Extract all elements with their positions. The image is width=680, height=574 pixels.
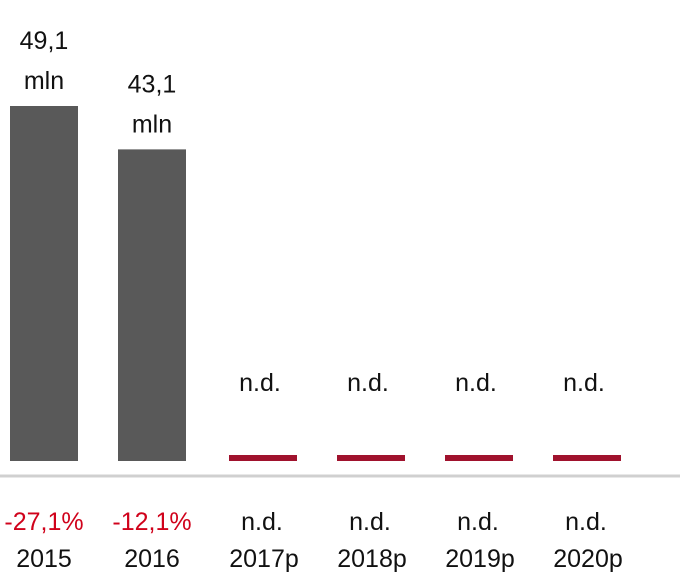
category-label-2015: 2015 [16, 545, 72, 573]
bar-2015 [10, 106, 78, 461]
change-label-2016: -12,1% [112, 508, 191, 536]
bar-group [10, 106, 621, 461]
bar-2016 [118, 149, 186, 461]
category-label-2020p: 2020p [553, 545, 623, 573]
change-label-group: -27,1% -12,1% n.d. n.d. n.d. n.d. [4, 508, 606, 536]
value-label-2019p: n.d. [455, 369, 497, 397]
value-label-group: 49,1 mln 43,1 mln n.d. n.d. n.d. n.d. [20, 27, 605, 397]
value-label-2016-unit: mln [132, 110, 172, 138]
value-label-2020p: n.d. [563, 369, 605, 397]
category-label-2017p: 2017p [229, 545, 299, 573]
change-label-2019p: n.d. [457, 508, 499, 536]
value-label-2015-unit: mln [24, 67, 64, 95]
change-label-2017p: n.d. [241, 508, 283, 536]
missing-marker-2018p [337, 455, 405, 461]
category-label-group: 2015 2016 2017p 2018p 2019p 2020p [16, 545, 623, 573]
missing-marker-2017p [229, 455, 297, 461]
missing-marker-2019p [445, 455, 513, 461]
value-label-2018p: n.d. [347, 369, 389, 397]
change-label-2020p: n.d. [565, 508, 607, 536]
missing-marker-2020p [553, 455, 621, 461]
value-label-2015: 49,1 [20, 27, 69, 55]
category-label-2019p: 2019p [445, 545, 515, 573]
category-label-2018p: 2018p [337, 545, 407, 573]
value-label-2016: 43,1 [128, 70, 177, 98]
change-label-2015: -27,1% [4, 508, 83, 536]
value-label-2017p: n.d. [239, 369, 281, 397]
category-label-2016: 2016 [124, 545, 180, 573]
change-label-2018p: n.d. [349, 508, 391, 536]
